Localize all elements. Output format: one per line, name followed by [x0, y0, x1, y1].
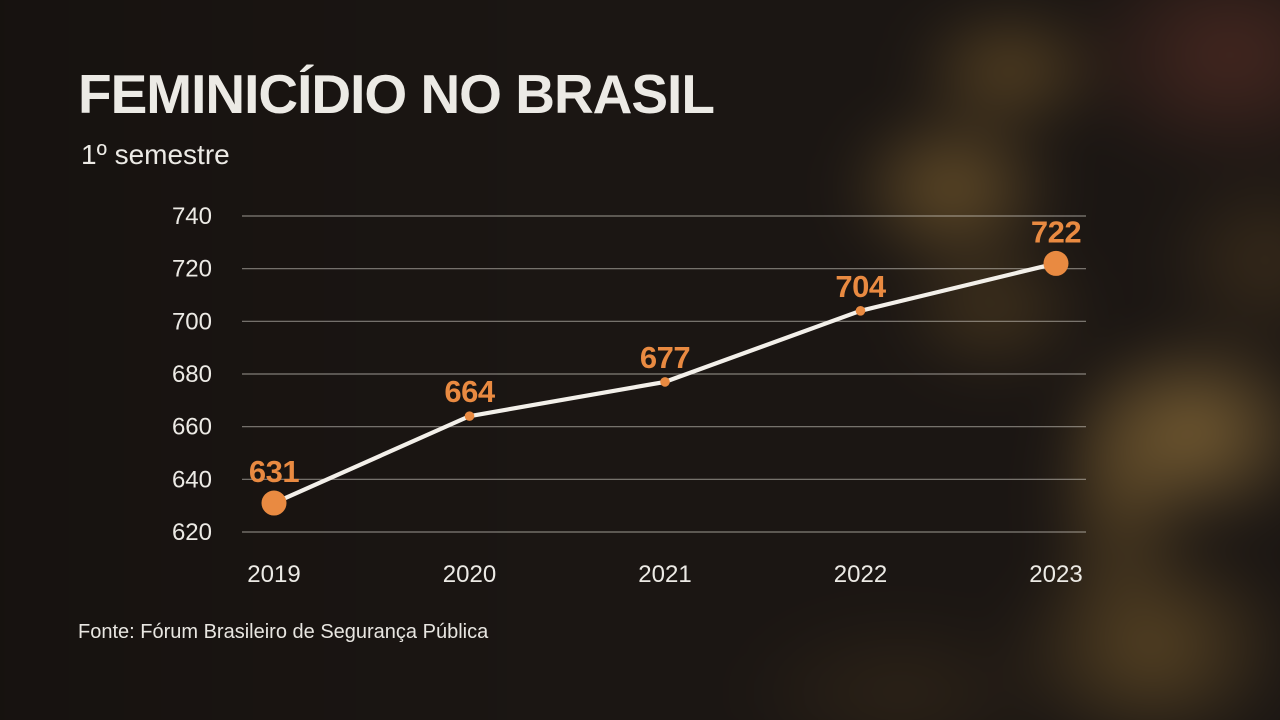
source-caption: Fonte: Fórum Brasileiro de Segurança Púb… [78, 621, 489, 643]
data-point [855, 306, 866, 316]
page-title: FEMINICÍDIO NO BRASIL [78, 63, 715, 125]
data-point-label: 722 [1031, 214, 1081, 249]
y-axis-tick-label: 700 [172, 308, 212, 335]
x-axis-tick-label: 2022 [834, 561, 887, 588]
y-axis-tick-label: 720 [172, 256, 212, 283]
data-point-label: 631 [249, 454, 299, 489]
data-point [464, 411, 475, 421]
y-axis-tick-label: 740 [172, 203, 212, 230]
y-axis-tick-label: 640 [172, 466, 212, 493]
data-point-label: 664 [444, 374, 495, 409]
y-axis-tick-label: 660 [172, 414, 212, 441]
x-axis-tick-label: 2021 [638, 561, 691, 588]
data-point [261, 490, 287, 516]
data-point [660, 377, 670, 387]
x-axis-tick-label: 2023 [1029, 561, 1082, 588]
page-subtitle: 1º semestre [81, 139, 230, 170]
x-axis-tick-label: 2019 [247, 561, 300, 588]
data-point-label: 704 [835, 269, 886, 304]
y-axis-tick-label: 620 [172, 519, 212, 546]
data-point-label: 677 [640, 340, 690, 375]
data-point [1043, 250, 1069, 276]
x-axis-tick-label: 2020 [443, 561, 496, 588]
y-axis-tick-label: 680 [172, 361, 212, 388]
